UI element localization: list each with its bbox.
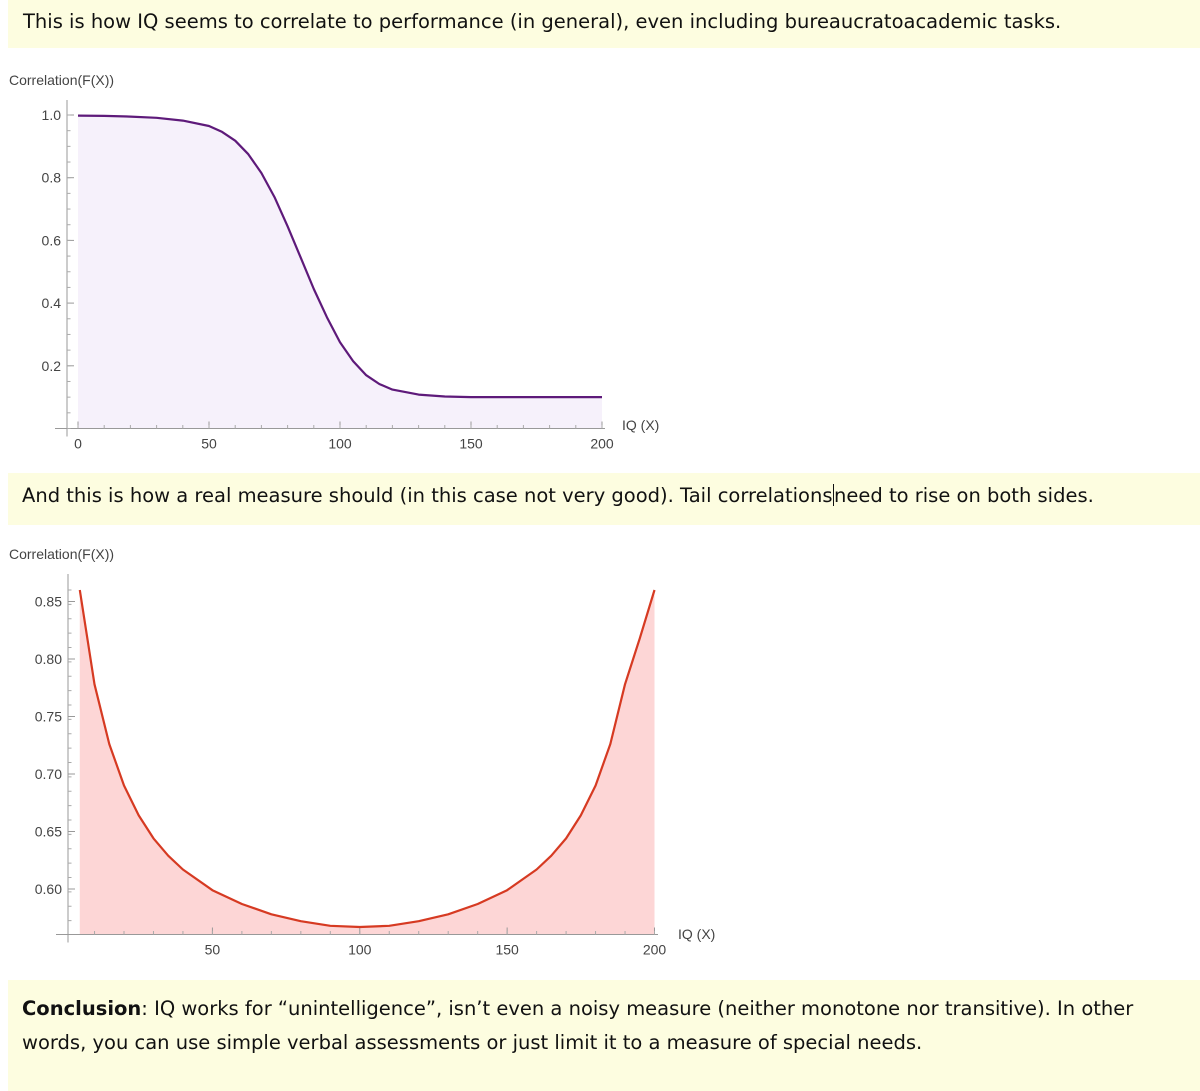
- y-tick-label: 0.65: [35, 824, 62, 840]
- x-tick-label: 100: [348, 942, 372, 958]
- intro-note: This is how IQ seems to correlate to per…: [8, 0, 1200, 48]
- x-tick-label: 150: [495, 942, 519, 958]
- y-tick-label: 0.80: [35, 651, 62, 667]
- chart-sigmoid-y-axis-label: Correlation(F(X)): [9, 72, 114, 88]
- series-line: [77, 114, 602, 399]
- chart-ushape: 0.60 0.65 0.70 0.75 0.80 0.85 50 100 150 200 Corr…: [9, 546, 715, 958]
- x-tick-label: 50: [201, 436, 217, 452]
- y-tick-label: 1.0: [42, 107, 62, 123]
- chart-sigmoid: 0.2 0.4 0.6 0.8 1.0 0 50 100 150 200 Correlation(…: [9, 72, 659, 452]
- y-tick-label: 0.6: [42, 232, 62, 248]
- middle-note: And this is how a real measure should (i…: [8, 473, 1200, 525]
- chart-sigmoid-plot: 0.2 0.4 0.6 0.8 1.0 0 50 100 150 200: [42, 100, 614, 452]
- y-tick-label: 0.8: [42, 170, 62, 186]
- area-fill: [79, 590, 655, 935]
- y-tick-label: 0.70: [35, 766, 62, 782]
- chart-ushape-x-axis-label: IQ (X): [678, 926, 715, 942]
- y-tick-label: 0.75: [35, 709, 62, 725]
- y-tick-label: 0.2: [42, 358, 62, 374]
- y-tick-label: 0.60: [35, 881, 62, 897]
- y-tick-label: 0.4: [42, 295, 62, 311]
- conclusion-label: Conclusion: [22, 997, 142, 1020]
- x-tick-label: 150: [459, 436, 483, 452]
- y-tick-label: 0.85: [35, 594, 62, 610]
- x-tick-label: 0: [74, 436, 82, 452]
- x-tick-label: 200: [643, 942, 667, 958]
- x-tick-label: 200: [590, 436, 614, 452]
- area-fill: [78, 115, 602, 429]
- middle-text-start: And this is how a real measure should (i…: [22, 484, 833, 507]
- middle-text-end: need to rise on both sides.: [834, 484, 1094, 507]
- series-line: [78, 589, 656, 929]
- conclusion-note: Conclusion: IQ works for “unintelligence…: [8, 980, 1200, 1091]
- chart-sigmoid-x-axis-label: IQ (X): [622, 417, 659, 433]
- conclusion-text: : IQ works for “unintelligence”, isn’t e…: [22, 997, 1134, 1054]
- text-cursor: [832, 484, 835, 506]
- x-tick-label: 50: [205, 942, 221, 958]
- chart-ushape-plot: 0.60 0.65 0.70 0.75 0.80 0.85 50 100 150 200: [35, 574, 667, 958]
- chart-ushape-y-axis-label: Correlation(F(X)): [9, 546, 114, 562]
- intro-text: This is how IQ seems to correlate to per…: [23, 10, 1062, 33]
- x-tick-label: 100: [328, 436, 352, 452]
